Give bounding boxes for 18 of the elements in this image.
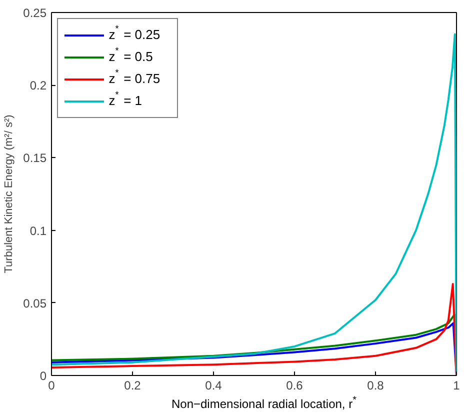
x-tick-label: 0 bbox=[48, 378, 56, 392]
x-tick-label: 0.8 bbox=[367, 378, 384, 392]
legend-label: z* = 1 bbox=[108, 90, 142, 108]
y-tick-label: 0.2 bbox=[30, 78, 47, 93]
legend-label: z* = 0.5 bbox=[108, 46, 153, 64]
y-tick-label: 0.25 bbox=[23, 6, 47, 20]
x-axis-title: Non−dimensional radial location, r$^{*}$ bbox=[171, 394, 356, 413]
legend-label: z* = 0.75 bbox=[108, 68, 160, 86]
x-tick-label: 0.6 bbox=[286, 378, 304, 392]
x-tick-label: 1 bbox=[453, 378, 460, 392]
x-tick-label: 0.2 bbox=[124, 378, 142, 392]
y-axis-title: Turbulent Kinetic Energy (m²/ s²) bbox=[3, 114, 16, 274]
legend-label: z* = 0.25 bbox=[108, 24, 160, 42]
y-tick-label: 0 bbox=[40, 369, 47, 383]
y-tick-label: 0.15 bbox=[23, 151, 47, 166]
y-tick-label: 0.1 bbox=[30, 224, 47, 238]
y-tick-label: 0.05 bbox=[23, 296, 47, 310]
x-tick-label: 0.4 bbox=[205, 378, 222, 392]
